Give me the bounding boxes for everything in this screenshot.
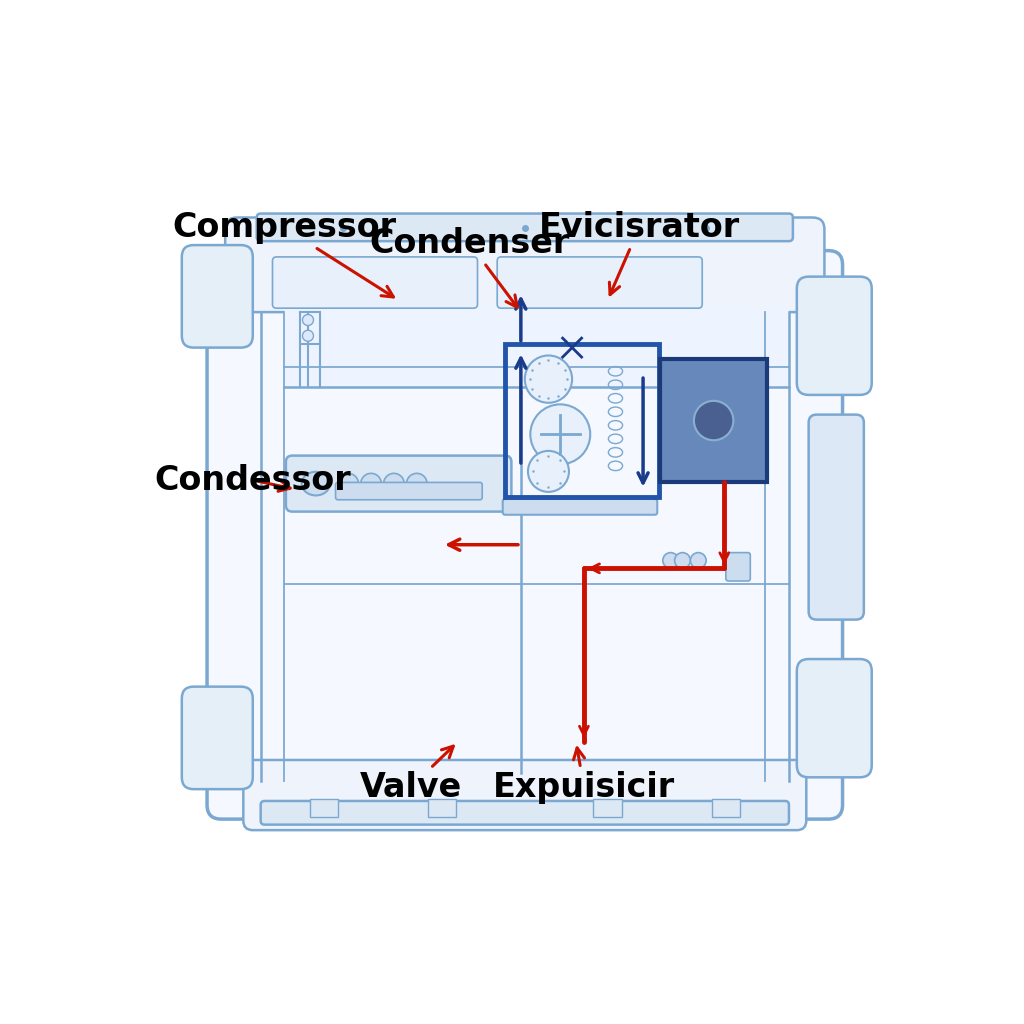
FancyBboxPatch shape <box>272 257 477 308</box>
FancyBboxPatch shape <box>809 415 864 620</box>
Circle shape <box>302 331 313 341</box>
Bar <box>285 308 788 387</box>
FancyBboxPatch shape <box>207 251 843 819</box>
Bar <box>428 800 457 817</box>
Circle shape <box>360 473 381 494</box>
Text: Condenser: Condenser <box>370 227 569 307</box>
Circle shape <box>407 473 427 494</box>
Bar <box>309 800 338 817</box>
FancyBboxPatch shape <box>286 456 511 512</box>
Circle shape <box>675 553 690 568</box>
FancyBboxPatch shape <box>182 687 253 790</box>
FancyBboxPatch shape <box>498 257 702 308</box>
Circle shape <box>338 473 358 494</box>
FancyBboxPatch shape <box>797 276 871 395</box>
Circle shape <box>530 404 590 464</box>
Circle shape <box>384 473 404 494</box>
Text: Evicisrator: Evicisrator <box>539 211 739 295</box>
Circle shape <box>690 553 707 568</box>
FancyBboxPatch shape <box>503 499 657 515</box>
FancyBboxPatch shape <box>244 760 806 830</box>
Circle shape <box>525 355 572 402</box>
Bar <box>593 800 622 817</box>
Circle shape <box>694 400 733 440</box>
Circle shape <box>663 553 679 568</box>
Text: Expuisicir: Expuisicir <box>493 748 675 804</box>
Ellipse shape <box>302 472 330 496</box>
Circle shape <box>528 451 569 492</box>
Text: Valve: Valve <box>359 746 462 804</box>
FancyBboxPatch shape <box>182 245 253 347</box>
FancyBboxPatch shape <box>225 217 824 312</box>
Text: Condessor: Condessor <box>155 464 351 497</box>
Bar <box>660 359 767 481</box>
FancyBboxPatch shape <box>726 553 751 581</box>
Text: Compressor: Compressor <box>172 211 396 297</box>
FancyBboxPatch shape <box>261 801 788 824</box>
FancyBboxPatch shape <box>336 482 482 500</box>
FancyBboxPatch shape <box>797 659 871 777</box>
Bar <box>712 800 740 817</box>
FancyBboxPatch shape <box>257 214 793 242</box>
Circle shape <box>302 314 313 326</box>
Bar <box>505 344 658 498</box>
